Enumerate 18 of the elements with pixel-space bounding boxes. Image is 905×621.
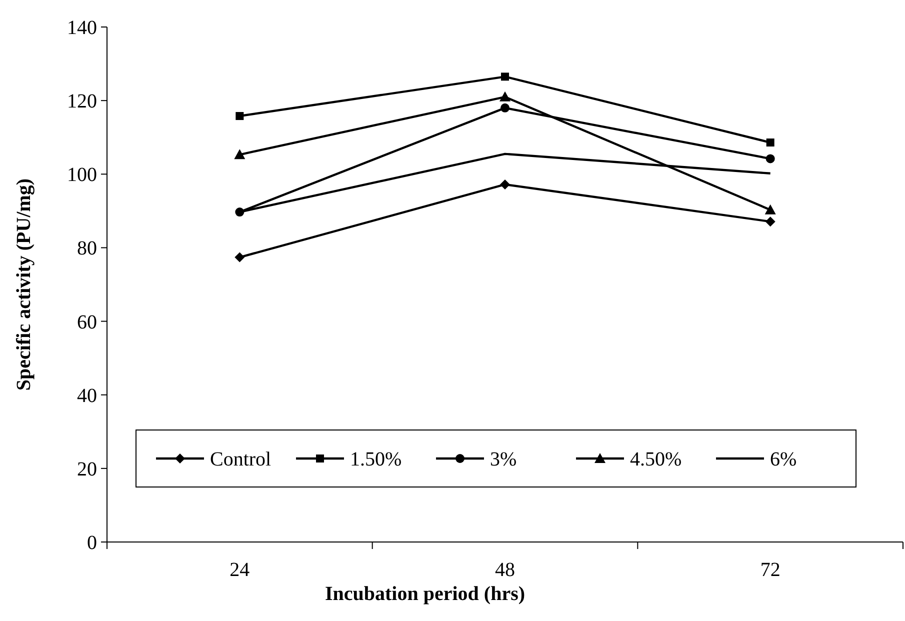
y-tick-label: 80	[77, 238, 97, 260]
legend-label: 6%	[770, 448, 797, 470]
y-tick-label: 60	[77, 311, 97, 334]
x-tick-label: 24	[230, 559, 250, 581]
legend-label: 3%	[490, 448, 517, 470]
y-tick-label: 20	[77, 458, 97, 480]
y-axis-title: Specific activity (PU/mg)	[13, 178, 35, 391]
y-tick-label: 140	[67, 17, 97, 39]
legend-label: 4.50%	[630, 448, 682, 470]
y-tick-label: 120	[67, 90, 97, 113]
x-axis-title: Incubation period (hrs)	[324, 583, 526, 605]
y-tick-label: 0	[87, 532, 97, 554]
legend-label: 1.50%	[350, 448, 402, 470]
x-tick-label: 72	[760, 559, 780, 581]
y-tick-label: 40	[77, 384, 97, 407]
legend-label: Control	[210, 448, 272, 470]
x-tick-label: 48	[495, 559, 515, 581]
y-tick-label: 100	[67, 164, 97, 186]
